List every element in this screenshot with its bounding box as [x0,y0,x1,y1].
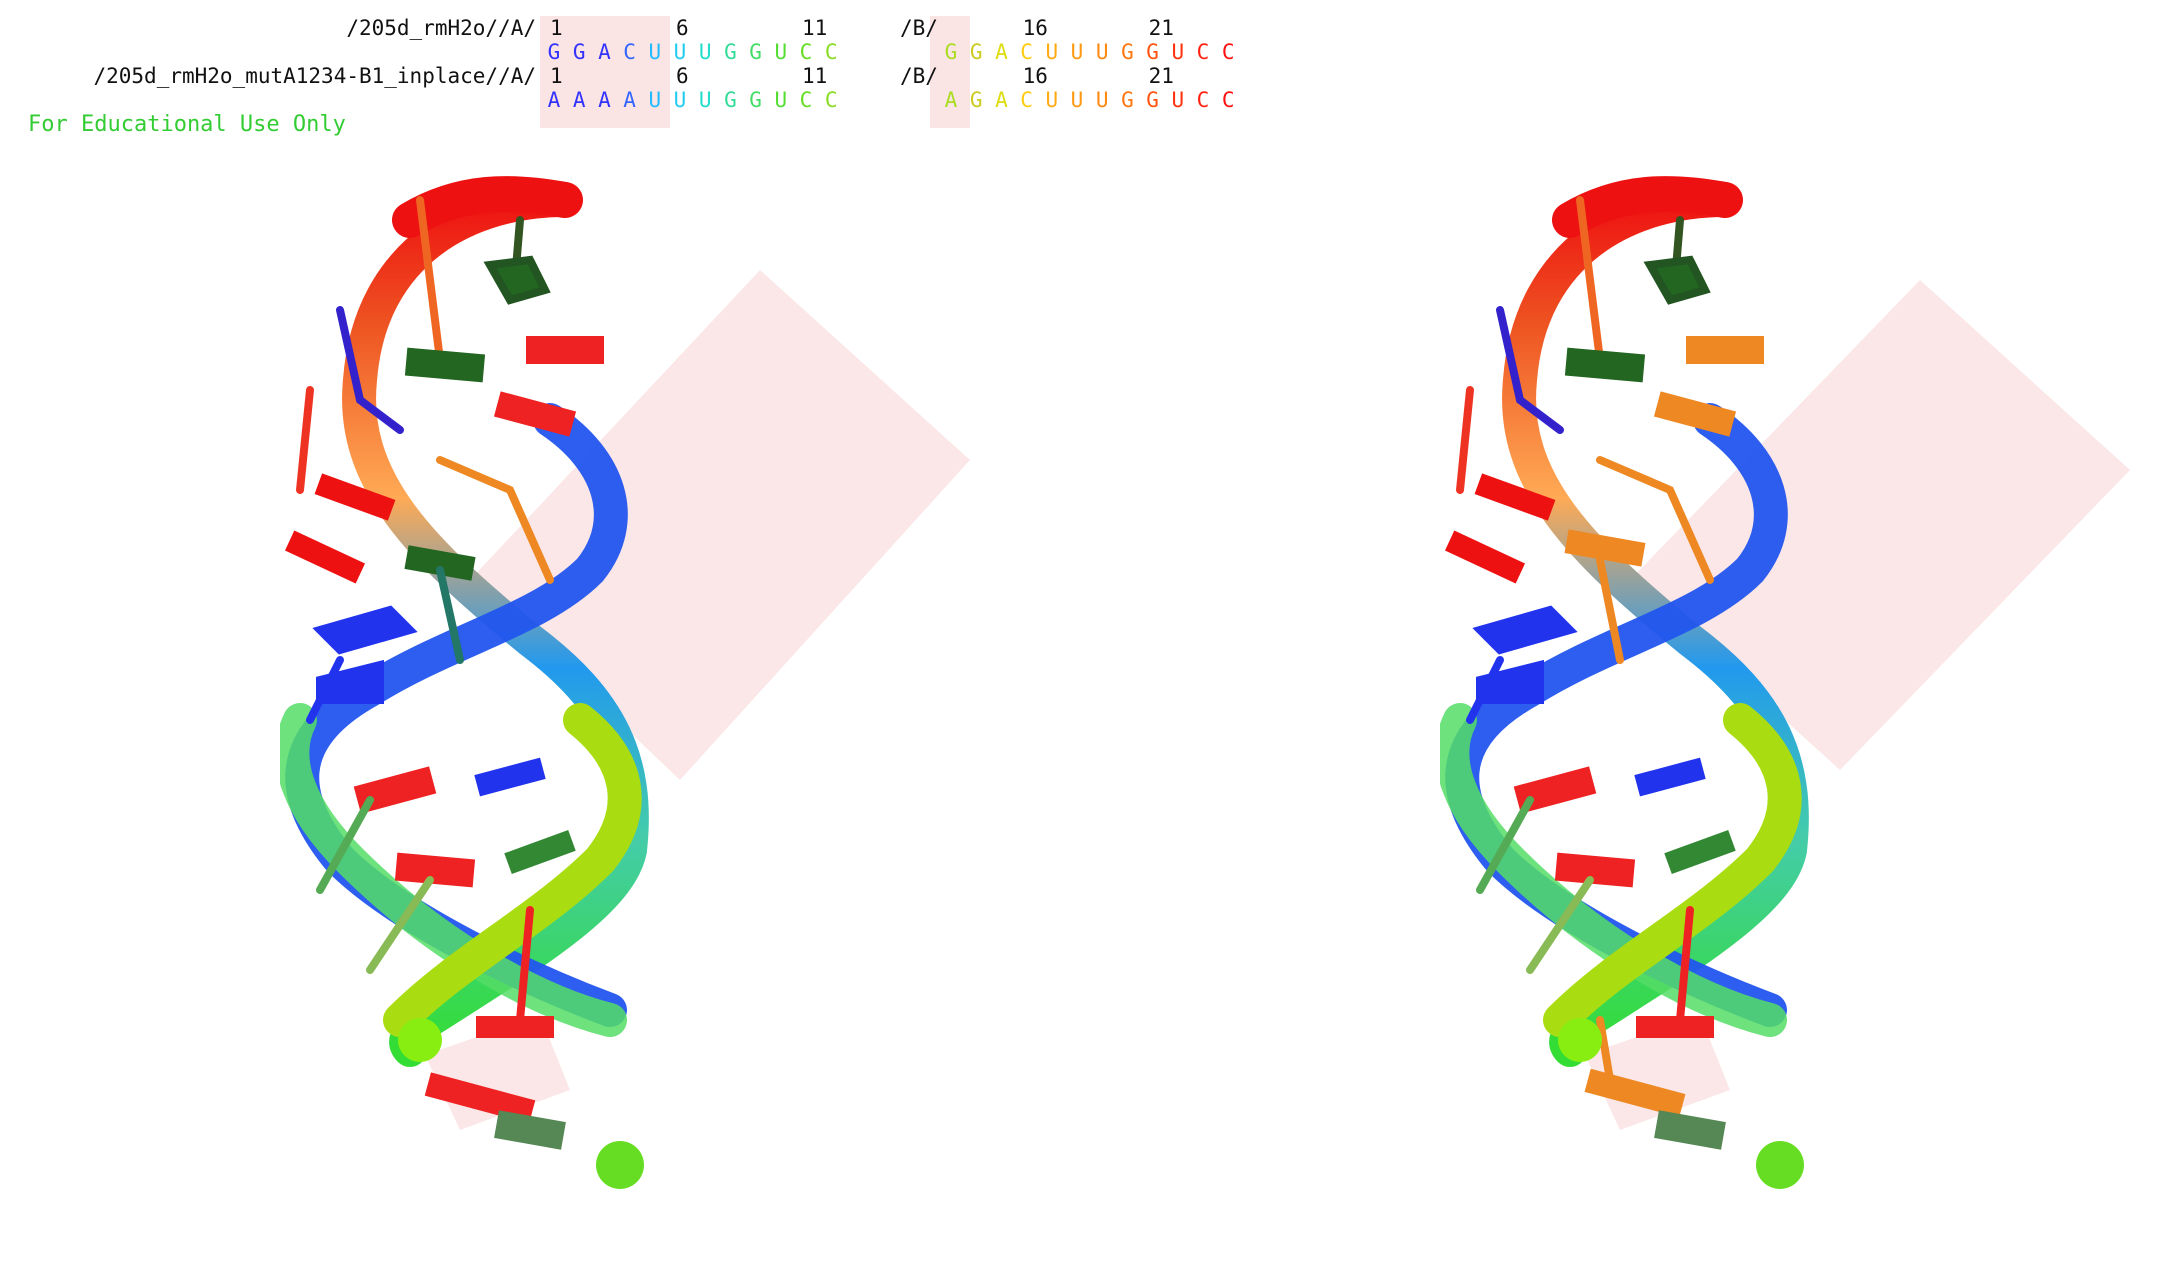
residue-b[interactable]: U [1045,40,1059,64]
residue-b[interactable]: U [1070,88,1084,112]
residue-a[interactable]: A [572,88,586,112]
residue-b[interactable]: U [1070,40,1084,64]
residue-b[interactable]: U [1045,88,1059,112]
residue-b[interactable]: U [1171,40,1185,64]
chain-b-tag: /B/ [900,64,938,88]
residue-b[interactable]: G [1146,88,1159,112]
residue-number: 6 [676,64,689,88]
terminal-sphere [596,1141,644,1189]
residue-a[interactable]: C [799,88,813,112]
residue-a[interactable]: U [774,40,788,64]
rna-helix-cartoon[interactable] [1440,160,2160,1240]
backbone-top [1552,176,1743,238]
residue-b[interactable]: A [995,40,1008,64]
residue-a[interactable]: G [724,88,737,112]
residue-number: 21 [1148,16,1174,40]
residue-a[interactable]: U [673,88,687,112]
backbone-strand-d [383,703,642,1037]
residue-a[interactable]: G [547,40,561,64]
residue-b[interactable]: U [1095,40,1109,64]
residue-a[interactable]: U [673,40,687,64]
backbone-top [392,176,583,238]
residue-a[interactable]: A [623,88,636,112]
residue-a[interactable]: G [724,40,737,64]
residue-a[interactable]: G [749,88,762,112]
residue-b[interactable]: G [1146,40,1159,64]
residue-a[interactable]: U [774,88,788,112]
residue-b[interactable]: C [1196,40,1210,64]
selection-highlight-chain-a [540,16,670,128]
residue-b[interactable]: C [1020,40,1033,64]
residue-b[interactable]: C [1196,88,1210,112]
molecule-view-mutant[interactable] [1440,160,2160,1240]
residue-a[interactable]: C [824,40,838,64]
selection-plane [1630,280,2130,770]
residue-a[interactable]: U [648,40,662,64]
residue-a[interactable]: A [547,88,561,112]
residue-b[interactable]: U [1095,88,1109,112]
backbone-strand-c [1440,703,1787,1037]
residue-a[interactable]: U [648,88,662,112]
residue-b[interactable]: G [1121,40,1134,64]
residue-a[interactable]: U [698,88,712,112]
residue-b[interactable]: C [1221,40,1235,64]
residue-number: 16 [1022,16,1048,40]
rna-helix-cartoon[interactable] [280,160,1180,1240]
object-label-wildtype[interactable]: /205d_rmH2o//A/ [346,16,536,40]
educational-use-notice: For Educational Use Only [28,112,346,137]
chain-b-tag: /B/ [900,16,938,40]
residue-a[interactable]: A [598,40,611,64]
residue-a[interactable]: A [598,88,611,112]
residue-b[interactable]: C [1020,88,1033,112]
residue-b[interactable]: C [1221,88,1235,112]
residue-number: 1 [550,16,563,40]
backbone-strand-c [280,703,627,1037]
residue-b[interactable]: U [1171,88,1185,112]
terminal-sphere [1558,1018,1602,1062]
backbone-strand-d [1543,703,1802,1037]
residue-a[interactable]: G [572,40,586,64]
residue-number: 6 [676,16,689,40]
residue-b[interactable]: G [944,40,958,64]
residue-a[interactable]: G [749,40,762,64]
sequence-viewer: /205d_rmH2o//A/ /205d_rmH2o_mutA1234-B1_… [0,0,1320,150]
residue-a[interactable]: C [799,40,813,64]
residue-a[interactable]: C [623,40,636,64]
selection-highlight-chain-b [930,16,970,128]
residue-number: 11 [802,16,828,40]
nucleobases [285,196,604,1150]
residue-number: 11 [802,64,828,88]
terminal-sphere [1756,1141,1804,1189]
residue-a[interactable]: C [824,88,838,112]
residue-number: 16 [1022,64,1048,88]
residue-b[interactable]: G [969,88,983,112]
selection-plane [470,270,970,780]
residue-b[interactable]: G [1121,88,1134,112]
residue-b[interactable]: G [969,40,983,64]
residue-b[interactable]: A [995,88,1008,112]
residue-number: 1 [550,64,563,88]
molecule-view-wildtype[interactable] [280,160,1180,1240]
object-label-mutant[interactable]: /205d_rmH2o_mutA1234-B1_inplace//A/ [93,64,536,88]
residue-a[interactable]: U [698,40,712,64]
residue-number: 21 [1148,64,1174,88]
terminal-sphere [398,1018,442,1062]
residue-b[interactable]: A [944,88,958,112]
nucleobases [1445,196,1764,1150]
